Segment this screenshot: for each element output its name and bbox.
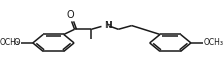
Text: H: H: [106, 21, 112, 30]
Text: OCH₃: OCH₃: [204, 38, 224, 47]
Text: O: O: [13, 38, 20, 47]
Text: OCH₃: OCH₃: [0, 38, 20, 47]
Text: N: N: [104, 21, 111, 30]
Text: O: O: [66, 10, 74, 20]
